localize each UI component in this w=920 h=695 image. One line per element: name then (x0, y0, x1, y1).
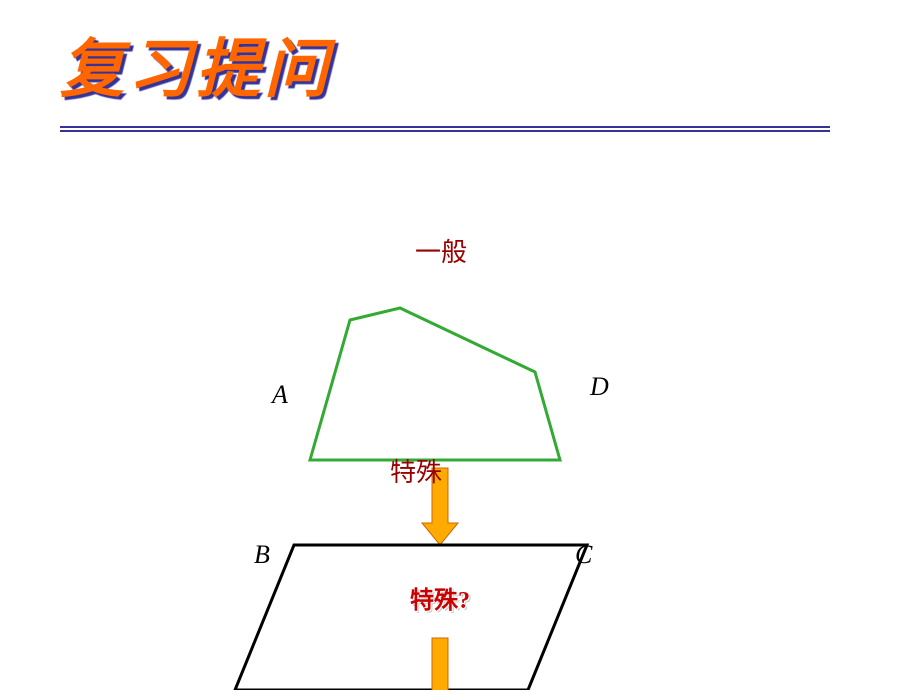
slide-title: 复习提问 (60, 18, 332, 110)
vertex-d: D (590, 372, 609, 402)
special-label: 特殊 (390, 452, 442, 489)
vertex-c: C (575, 540, 592, 570)
vertex-b: B (254, 540, 270, 570)
diagram-container: 一般 A D B C 特殊 特殊? (0, 150, 920, 690)
vertex-a: A (272, 380, 288, 410)
title-divider (60, 126, 830, 132)
arrow-2 (422, 638, 458, 690)
general-quadrilateral (310, 308, 560, 460)
parallelogram-shape (235, 545, 587, 690)
final-question-label: 特殊? (410, 580, 470, 615)
general-label: 一般 (415, 232, 467, 269)
